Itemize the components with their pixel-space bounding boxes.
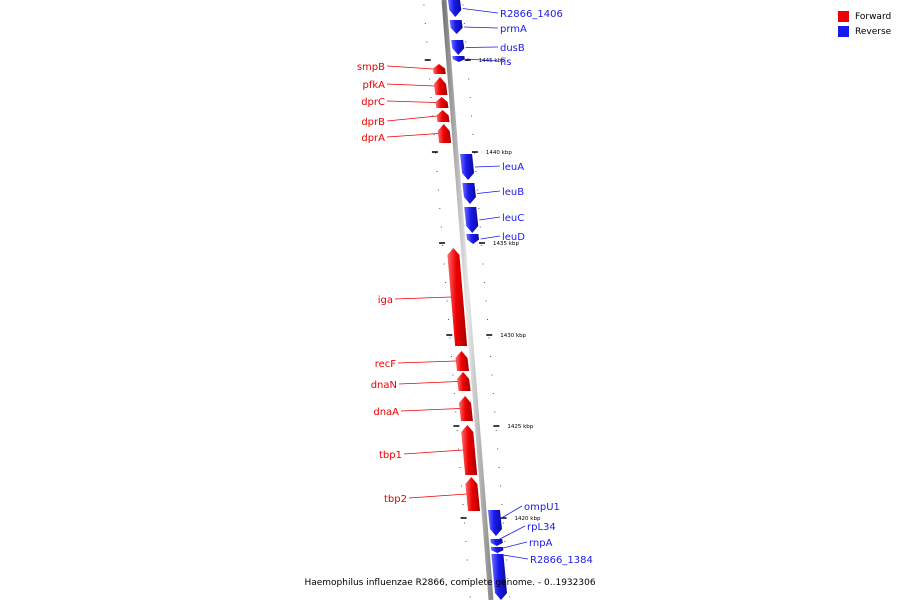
kbp-label: 1420 kbp	[515, 516, 541, 522]
gene-label: dusB	[500, 43, 525, 54]
gene-r2866-1384	[491, 554, 507, 600]
leader-line	[466, 58, 499, 62]
gene-tbp2	[465, 477, 481, 511]
leader-line	[408, 493, 467, 499]
gene-leub	[462, 183, 476, 204]
gene-label: leuA	[502, 162, 524, 173]
gene-rpl34	[490, 539, 503, 546]
leader-line	[386, 83, 435, 87]
legend-item-forward: Forward	[838, 9, 891, 24]
gene-label: dnaN	[371, 380, 397, 391]
leader-line	[397, 360, 457, 364]
leader-line	[462, 8, 499, 14]
legend: Forward Reverse	[838, 9, 891, 39]
gene-label: leuB	[502, 187, 524, 198]
genome-caption: Haemophilus influenzae R2866, complete g…	[304, 578, 596, 588]
gene-label: R2866_1406	[500, 9, 563, 20]
gene-dusb	[451, 40, 465, 55]
kbp-label: 1430 kbp	[500, 333, 526, 339]
leader-line	[496, 553, 529, 560]
gene-label: dprC	[361, 97, 385, 108]
gene-label: tbp1	[379, 450, 402, 461]
gene-fis	[452, 56, 465, 62]
kbp-label: 1440 kbp	[486, 150, 512, 156]
gene-pfka	[434, 77, 448, 95]
gene-labels: R2866_1406 prmA dusB fis smpB pfkA dprC dprB dpr…	[357, 8, 593, 566]
gene-label: recF	[375, 359, 397, 370]
gene-smpb	[433, 64, 446, 74]
leader-line	[403, 449, 464, 455]
leader-line	[493, 525, 526, 543]
leader-line	[400, 408, 461, 412]
leader-line	[480, 235, 501, 240]
leader-line	[386, 133, 439, 138]
legend-label: Reverse	[855, 26, 892, 37]
gene-label: leuD	[502, 232, 525, 243]
kbp-label: 1425 kbp	[507, 424, 533, 430]
leader-line	[386, 115, 438, 122]
gene-label: rpL34	[527, 522, 556, 533]
gene-label: R2866_1384	[530, 555, 593, 566]
gene-iga	[447, 248, 468, 346]
gene-label: dnaA	[373, 407, 399, 418]
forward-swatch	[838, 11, 849, 22]
legend-label: Forward	[855, 11, 892, 22]
gene-leua	[460, 154, 475, 180]
gene-label: fis	[500, 57, 512, 68]
gene-label: leuC	[502, 213, 524, 224]
leader-line	[477, 190, 501, 194]
gene-ompu1	[487, 510, 502, 536]
gene-label: smpB	[357, 62, 385, 73]
leader-line	[464, 26, 499, 29]
leader-line	[386, 100, 437, 103]
leader-line	[475, 165, 501, 168]
gene-label: prmA	[500, 24, 527, 35]
gene-leud	[466, 234, 480, 244]
gene-rnpa	[490, 547, 504, 553]
gene-dnan	[457, 372, 471, 391]
leader-line	[465, 46, 499, 48]
gene-dprc	[435, 97, 449, 108]
gene-tbp1	[461, 425, 478, 475]
gene-leuc	[464, 207, 479, 233]
gene-prma	[449, 20, 463, 34]
genome-backbone	[441, 0, 494, 600]
gene-recf	[455, 351, 470, 371]
kbp-label: 1435 kbp	[493, 241, 519, 247]
gene-label: pfkA	[363, 80, 386, 91]
leader-line	[494, 541, 528, 551]
gene-label: tbp2	[384, 494, 407, 505]
leader-line	[492, 505, 523, 524]
leader-line	[394, 296, 452, 300]
leader-line	[386, 65, 434, 70]
gene-r2866-1406	[448, 0, 462, 17]
gene-dprb	[436, 110, 450, 122]
gene-label: dprB	[361, 117, 385, 128]
gene-dpra	[437, 124, 452, 143]
legend-item-reverse: Reverse	[838, 24, 891, 39]
leader-line	[479, 216, 501, 221]
reverse-swatch	[838, 26, 849, 37]
gene-label: dprA	[361, 133, 385, 144]
gene-label: rnpA	[529, 538, 553, 549]
leader-line	[398, 381, 458, 385]
gene-dnaa	[459, 396, 473, 421]
genes	[433, 0, 507, 600]
gene-label: ompU1	[524, 502, 560, 513]
gene-label: iga	[378, 295, 393, 306]
